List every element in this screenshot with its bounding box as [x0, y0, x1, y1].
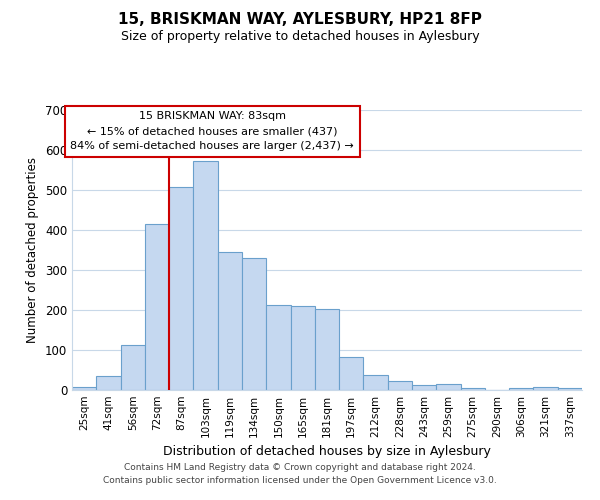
Bar: [558, 388, 582, 390]
X-axis label: Distribution of detached houses by size in Aylesbury: Distribution of detached houses by size …: [163, 446, 491, 458]
Bar: [242, 258, 266, 390]
Bar: [96, 376, 121, 390]
Bar: [436, 384, 461, 390]
Bar: [315, 309, 339, 390]
Bar: [339, 357, 364, 390]
Bar: [145, 224, 169, 390]
Text: 15 BRISKMAN WAY: 83sqm
← 15% of detached houses are smaller (437)
84% of semi-de: 15 BRISKMAN WAY: 83sqm ← 15% of detached…: [70, 112, 354, 151]
Bar: [461, 388, 485, 390]
Bar: [388, 381, 412, 390]
Bar: [364, 375, 388, 390]
Bar: [121, 345, 145, 390]
Bar: [193, 161, 218, 390]
Bar: [266, 305, 290, 390]
Text: Contains public sector information licensed under the Open Government Licence v3: Contains public sector information licen…: [103, 476, 497, 485]
Text: 15, BRISKMAN WAY, AYLESBURY, HP21 8FP: 15, BRISKMAN WAY, AYLESBURY, HP21 8FP: [118, 12, 482, 28]
Text: Size of property relative to detached houses in Aylesbury: Size of property relative to detached ho…: [121, 30, 479, 43]
Bar: [72, 387, 96, 390]
Bar: [218, 252, 242, 390]
Bar: [509, 388, 533, 390]
Bar: [412, 385, 436, 390]
Y-axis label: Number of detached properties: Number of detached properties: [26, 157, 40, 343]
Bar: [290, 306, 315, 390]
Bar: [169, 187, 193, 390]
Text: Contains HM Land Registry data © Crown copyright and database right 2024.: Contains HM Land Registry data © Crown c…: [124, 464, 476, 472]
Bar: [533, 387, 558, 390]
